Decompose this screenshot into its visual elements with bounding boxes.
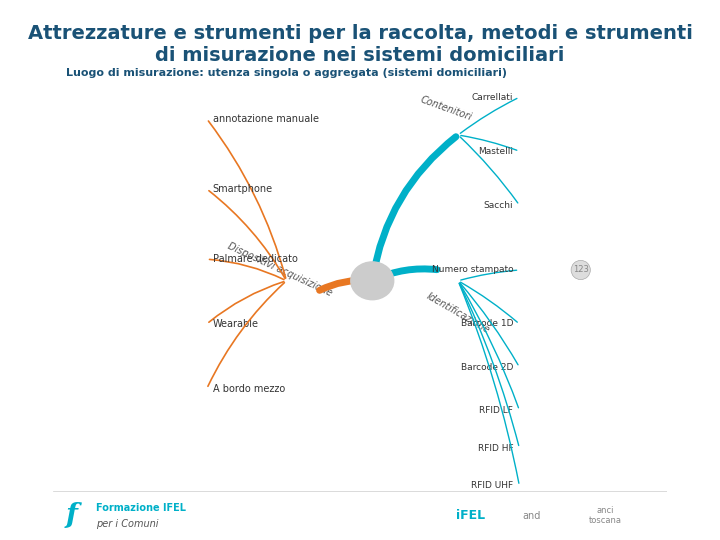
Text: Dispositivi acquisizione: Dispositivi acquisizione <box>227 241 334 299</box>
Circle shape <box>351 262 394 300</box>
Text: Identificazione: Identificazione <box>425 291 492 335</box>
Text: Carrellati: Carrellati <box>472 93 513 102</box>
Text: Contenitori: Contenitori <box>418 94 473 122</box>
Text: RFID LF: RFID LF <box>480 406 513 415</box>
Text: RFID HF: RFID HF <box>477 444 513 453</box>
Text: f: f <box>66 502 78 529</box>
Text: Barcode 2D: Barcode 2D <box>461 363 513 372</box>
Text: RFID UHF: RFID UHF <box>471 482 513 490</box>
Text: Wearable: Wearable <box>213 319 259 329</box>
Text: 123: 123 <box>573 266 589 274</box>
Text: annotazione manuale: annotazione manuale <box>213 114 319 124</box>
Text: iFEL: iFEL <box>456 509 485 522</box>
Text: A bordo mezzo: A bordo mezzo <box>213 384 285 394</box>
Text: Attrezzature e strumenti per la raccolta, metodi e strumenti: Attrezzature e strumenti per la raccolta… <box>27 24 693 43</box>
Text: and: and <box>523 511 541 521</box>
Text: Mastelli: Mastelli <box>478 147 513 156</box>
Text: Luogo di misurazione: utenza singola o aggregata (sistemi domiciliari): Luogo di misurazione: utenza singola o a… <box>66 68 507 78</box>
Text: Smartphone: Smartphone <box>213 184 273 194</box>
Text: di misurazione nei sistemi domiciliari: di misurazione nei sistemi domiciliari <box>156 46 564 65</box>
Text: Numero stampato: Numero stampato <box>432 266 513 274</box>
Text: per i Comuni: per i Comuni <box>96 519 159 529</box>
Text: Sacchi: Sacchi <box>484 201 513 210</box>
Text: Barcode 1D: Barcode 1D <box>461 320 513 328</box>
Text: Formazione IFEL: Formazione IFEL <box>96 503 186 512</box>
Text: anci
toscana: anci toscana <box>589 506 622 525</box>
Text: Palmare dedicato: Palmare dedicato <box>213 254 298 264</box>
